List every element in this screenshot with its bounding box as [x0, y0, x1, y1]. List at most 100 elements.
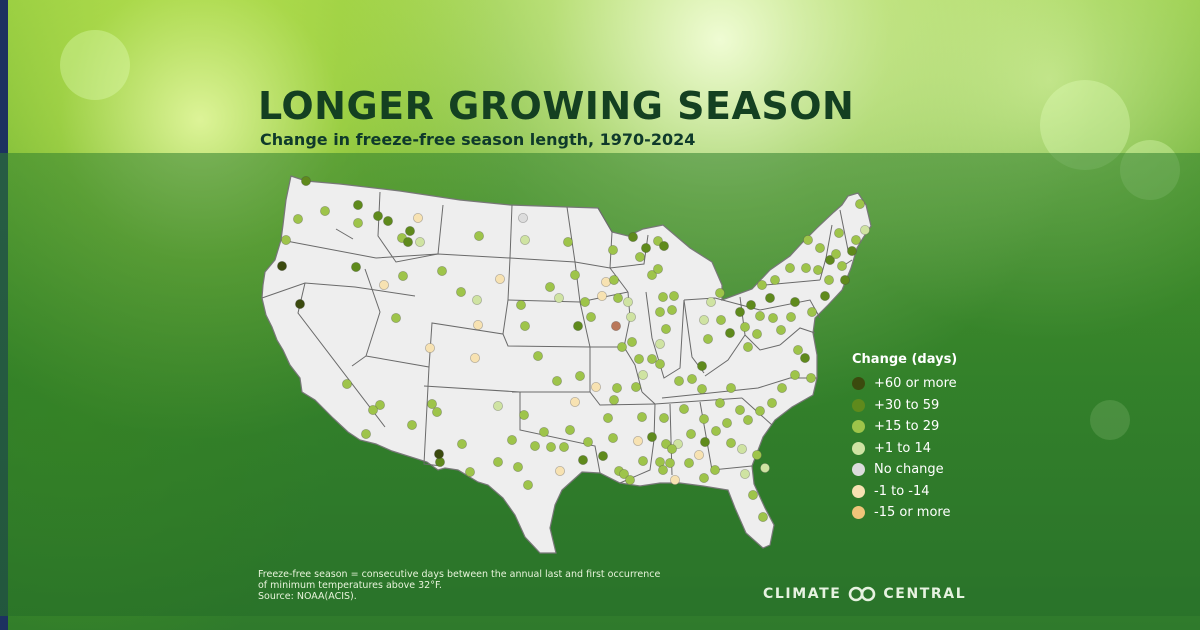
station-dot: [793, 344, 804, 355]
station-dot: [740, 468, 751, 479]
station-dot: [464, 466, 475, 477]
station-dot: [679, 403, 690, 414]
legend-item: +15 to 29: [852, 416, 957, 438]
station-dot: [825, 254, 836, 265]
station-dot: [715, 287, 726, 298]
station-dot: [578, 454, 589, 465]
brand-name-right: CENTRAL: [883, 586, 967, 602]
station-dot: [699, 314, 710, 325]
station-dot: [659, 412, 670, 423]
station-dot: [402, 236, 413, 247]
station-dot: [469, 352, 480, 363]
legend-title: Change (days): [852, 352, 958, 367]
station-dot: [456, 438, 467, 449]
station-dot: [840, 274, 851, 285]
station-dot: [706, 296, 717, 307]
station-dot: [641, 242, 652, 253]
legend-item: -15 or more: [852, 502, 957, 524]
station-dot: [631, 381, 642, 392]
station-dot: [623, 296, 634, 307]
station-dot: [436, 265, 447, 276]
station-dot: [777, 382, 788, 393]
station-dot: [647, 431, 658, 442]
station-dot: [378, 279, 389, 290]
station-dot: [803, 234, 814, 245]
station-dot: [520, 320, 531, 331]
legend: Change (days) +60 or more +30 to 59 +15 to…: [852, 352, 957, 524]
station-dot: [580, 296, 591, 307]
station-dot: [374, 399, 385, 410]
station-dot: [655, 306, 666, 317]
station-dot: [611, 320, 622, 331]
station-dot: [608, 432, 619, 443]
station-dot: [752, 449, 763, 460]
legend-swatch: [852, 420, 865, 434]
station-dot: [726, 382, 737, 393]
station-dot: [837, 260, 848, 271]
legend-item: -1 to -14: [852, 481, 957, 503]
station-dot: [633, 435, 644, 446]
legend-label: +1 to 14: [874, 440, 932, 456]
station-dot: [523, 479, 534, 490]
station-dot: [575, 370, 586, 381]
station-dot: [598, 450, 609, 461]
station-dot: [617, 341, 628, 352]
brand-logo: CLIMATE CENTRAL: [763, 586, 966, 602]
station-dot: [765, 292, 776, 303]
station-dot: [382, 215, 393, 226]
station-dot: [625, 474, 636, 485]
station-dot: [292, 213, 303, 224]
page-title: LONGER GROWING SEASON: [258, 84, 855, 128]
station-dot: [686, 428, 697, 439]
station-dot: [360, 428, 371, 439]
station-dot: [740, 321, 751, 332]
station-dot: [472, 319, 483, 330]
station-dot: [755, 405, 766, 416]
station-dot: [518, 212, 529, 223]
station-dot: [776, 324, 787, 335]
station-dot: [855, 198, 866, 209]
station-dot: [834, 227, 845, 238]
station-dot: [743, 341, 754, 352]
station-dot: [565, 424, 576, 435]
station-dot: [559, 441, 570, 452]
station-dot: [276, 260, 287, 271]
station-dot: [516, 299, 527, 310]
station-dot: [638, 455, 649, 466]
station-dot: [697, 360, 708, 371]
station-dot: [492, 456, 503, 467]
station-dot: [851, 234, 862, 245]
station-dot: [613, 292, 624, 303]
station-dot: [519, 409, 530, 420]
legend-label: +60 or more: [874, 376, 957, 392]
station-dot: [700, 436, 711, 447]
station-dot: [801, 262, 812, 273]
legend-label: +30 to 59: [874, 397, 940, 413]
station-dot: [367, 404, 378, 415]
station-dot: [300, 175, 311, 186]
station-dot: [404, 225, 415, 236]
station-dot: [533, 350, 544, 361]
station-dot: [473, 230, 484, 241]
station-dot: [824, 274, 835, 285]
bokeh-light: [60, 30, 130, 100]
page-subtitle: Change in freeze-free season length, 197…: [260, 130, 696, 149]
station-dot: [390, 312, 401, 323]
station-dot: [667, 304, 678, 315]
station-dot: [807, 306, 818, 317]
brand-name-left: CLIMATE: [763, 586, 842, 602]
station-dot: [570, 269, 581, 280]
station-dot: [767, 397, 778, 408]
station-dot: [655, 358, 666, 369]
station-dot: [653, 263, 664, 274]
legend-item: +60 or more: [852, 373, 957, 395]
station-dot: [800, 352, 811, 363]
station-dot: [414, 236, 425, 247]
station-dot: [755, 310, 766, 321]
station-dot: [603, 412, 614, 423]
station-dots: [276, 175, 871, 523]
station-dot: [563, 236, 574, 247]
station-dot: [726, 437, 737, 448]
